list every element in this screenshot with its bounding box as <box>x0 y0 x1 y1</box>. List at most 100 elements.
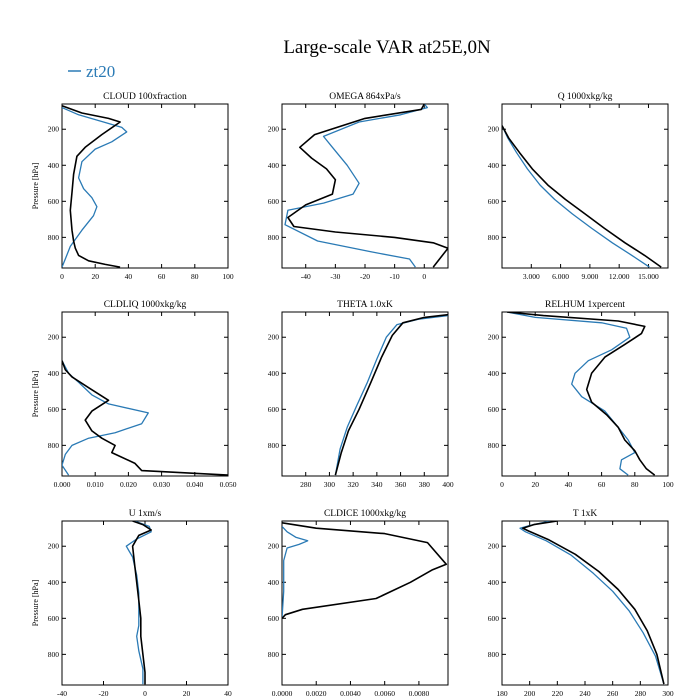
x-tick-label: 20 <box>531 480 539 489</box>
y-tick-label: 200 <box>48 333 60 342</box>
panel-title: THETA 1.0xK <box>337 300 393 310</box>
y-tick-label: 600 <box>488 197 500 206</box>
x-tick-label: 0 <box>422 272 426 281</box>
x-tick-label: 40 <box>565 480 573 489</box>
y-tick-label: 800 <box>488 233 500 242</box>
series-line-reference <box>62 105 121 268</box>
x-tick-label: 60 <box>598 480 606 489</box>
plot-frame <box>61 520 229 686</box>
plot-frame <box>61 103 229 269</box>
x-tick-label: 0 <box>60 272 64 281</box>
x-tick-label: 0 <box>143 689 147 698</box>
x-tick-label: 0 <box>500 480 504 489</box>
y-tick-label: 200 <box>268 333 280 342</box>
panel-title: CLOUD 100xfraction <box>103 91 187 102</box>
x-tick-label: -20 <box>360 272 370 281</box>
y-tick-label: 400 <box>48 369 60 378</box>
x-tick-label: 3.000 <box>523 272 540 281</box>
y-tick-label: 600 <box>488 614 500 623</box>
y-tick-label: 400 <box>268 578 280 587</box>
series-line-zt20 <box>282 525 309 619</box>
x-tick-label: 80 <box>191 272 199 281</box>
x-tick-label: 0.0060 <box>374 689 395 698</box>
y-tick-label: 800 <box>268 441 280 450</box>
x-tick-label: -10 <box>390 272 400 281</box>
panel-title: OMEGA 864xPa/s <box>329 92 401 102</box>
x-tick-label: 80 <box>631 480 639 489</box>
y-axis-label: Pressure [hPa] <box>31 162 40 209</box>
x-tick-label: 300 <box>662 689 674 698</box>
x-tick-label: 0.010 <box>87 480 104 489</box>
x-tick-label: 15.000 <box>638 272 659 281</box>
y-tick-label: 400 <box>268 161 280 170</box>
y-tick-label: 400 <box>488 578 500 587</box>
series-line-reference <box>506 312 656 476</box>
series-line-reference <box>131 521 152 685</box>
plot-frame <box>501 103 669 269</box>
y-tick-label: 600 <box>48 614 60 623</box>
y-tick-label: 400 <box>488 369 500 378</box>
series-line-reference <box>287 104 448 268</box>
y-tick-label: 200 <box>488 125 500 134</box>
panel-7: CLDICE 1000xkg/kg 200 400 600 800 0.0000 0.002… <box>268 509 449 698</box>
x-tick-label: 6.000 <box>552 272 569 281</box>
x-tick-label: -30 <box>330 272 340 281</box>
x-tick-label: 280 <box>635 689 647 698</box>
panel-title: Q 1000xkg/kg <box>558 92 613 102</box>
panel-title: CLDLIQ 1000xkg/kg <box>104 300 187 310</box>
series-line-zt20 <box>284 104 428 268</box>
y-tick-label: 200 <box>48 542 60 551</box>
y-tick-label: 800 <box>268 650 280 659</box>
y-tick-label: 200 <box>268 542 280 551</box>
y-tick-label: 800 <box>48 441 60 450</box>
x-tick-label: 40 <box>224 689 232 698</box>
x-tick-label: 0.0020 <box>306 689 327 698</box>
x-tick-label: 380 <box>419 480 431 489</box>
y-tick-label: 200 <box>488 333 500 342</box>
y-axis-label: Pressure [hPa] <box>31 579 40 626</box>
series-line-reference <box>334 313 448 476</box>
x-tick-label: 200 <box>524 689 536 698</box>
series-line-zt20 <box>519 521 665 685</box>
x-tick-label: 100 <box>662 480 674 489</box>
x-tick-label: 0.0040 <box>340 689 361 698</box>
x-tick-label: 9.000 <box>581 272 598 281</box>
y-tick-label: 800 <box>268 233 280 242</box>
x-tick-label: 320 <box>348 480 360 489</box>
y-tick-label: 400 <box>268 369 280 378</box>
x-tick-label: -40 <box>57 689 67 698</box>
x-tick-label: 60 <box>158 272 166 281</box>
panel-1: OMEGA 864xPa/s 200 400 600 800 -40 -30 -20 -10 0 <box>268 92 449 281</box>
series-line-zt20 <box>334 314 448 476</box>
panel-5: RELHUM 1xpercent 200 400 600 800 0 20 40 60 80 100 <box>488 300 674 489</box>
x-tick-label: 0.0000 <box>272 689 293 698</box>
y-tick-label: 600 <box>48 405 60 414</box>
x-tick-label: 12.000 <box>609 272 630 281</box>
x-tick-label: 220 <box>552 689 564 698</box>
y-tick-label: 600 <box>488 405 500 414</box>
y-tick-label: 400 <box>48 161 60 170</box>
x-tick-label: 180 <box>496 689 508 698</box>
series-line-zt20 <box>62 360 149 476</box>
x-tick-label: -40 <box>301 272 311 281</box>
y-tick-label: 600 <box>268 405 280 414</box>
panel-title: RELHUM 1xpercent <box>545 300 625 310</box>
x-tick-label: 260 <box>607 689 619 698</box>
x-tick-label: 0.0080 <box>409 689 430 698</box>
x-tick-label: 0.000 <box>54 480 71 489</box>
series-line-zt20 <box>125 521 152 685</box>
y-tick-label: 600 <box>48 197 60 206</box>
y-tick-label: 200 <box>268 125 280 134</box>
series-line-reference <box>502 125 662 268</box>
x-tick-label: 0.020 <box>120 480 137 489</box>
plot-frame <box>281 311 449 477</box>
x-tick-label: 100 <box>222 272 234 281</box>
panel-3: CLDLIQ 1000xkg/kg Pressure [hPa] 200 400 600… <box>31 300 237 489</box>
x-tick-label: 0.030 <box>153 480 170 489</box>
x-tick-label: 0.040 <box>186 480 203 489</box>
series-line-zt20 <box>506 312 636 476</box>
x-tick-label: 0.050 <box>220 480 237 489</box>
